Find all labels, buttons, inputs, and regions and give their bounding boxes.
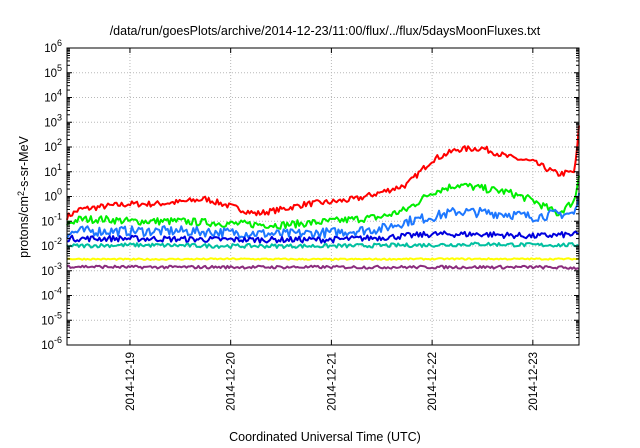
y-tick-label: 10-1 bbox=[41, 211, 62, 228]
y-tick-base: 10 bbox=[44, 142, 57, 154]
y-tick-base: 10 bbox=[44, 43, 57, 55]
y-tick-label: 10-5 bbox=[41, 310, 62, 327]
series-line-2 bbox=[66, 175, 580, 230]
y-axis-label: protons/cm2-s-sr-MeV bbox=[16, 135, 31, 257]
x-axis: 2014-12-19 2014-12-20 2014-12-21 2014-12-22… bbox=[125, 48, 540, 411]
y-axis-label-part-1: protons/cm bbox=[17, 196, 31, 258]
y-tick-exp: 4 bbox=[57, 88, 62, 98]
y-tick-exp: 0 bbox=[57, 187, 62, 197]
y-tick-base: 10 bbox=[44, 192, 57, 204]
series-line-7 bbox=[66, 264, 580, 271]
chart-title: /data/run/goesPlots/archive/2014-12-23/1… bbox=[110, 24, 541, 38]
y-tick-label: 101 bbox=[44, 162, 62, 179]
x-tick-label: 2014-12-19 bbox=[125, 352, 137, 411]
series-line-4 bbox=[66, 230, 579, 244]
y-axis-label-part-2: -s-sr-MeV bbox=[17, 135, 31, 191]
y-tick-label: 100 bbox=[44, 187, 62, 204]
y-tick-label: 10-3 bbox=[41, 261, 62, 278]
y-axis: 10-610-510-410-310-210-11001011021031041… bbox=[41, 38, 579, 352]
y-tick-base: 10 bbox=[41, 241, 54, 253]
y-tick-exp: 3 bbox=[57, 112, 62, 122]
series-group bbox=[66, 125, 580, 271]
x-tick-label: 2014-12-22 bbox=[427, 352, 439, 411]
y-tick-base: 10 bbox=[44, 117, 57, 129]
y-tick-base: 10 bbox=[41, 315, 54, 327]
y-tick-exp: -6 bbox=[54, 335, 62, 345]
y-tick-base: 10 bbox=[41, 340, 54, 352]
y-tick-label: 106 bbox=[44, 38, 62, 55]
y-tick-base: 10 bbox=[44, 93, 57, 105]
series-line-5 bbox=[66, 241, 580, 249]
y-tick-exp: 2 bbox=[57, 137, 62, 147]
y-tick-base: 10 bbox=[44, 68, 57, 80]
x-axis-label: Coordinated Universal Time (UTC) bbox=[229, 430, 421, 444]
y-tick-exp: -5 bbox=[54, 310, 62, 320]
grid bbox=[67, 48, 579, 345]
y-tick-exp: 1 bbox=[57, 162, 62, 172]
y-tick-label: 105 bbox=[44, 63, 62, 80]
y-tick-label: 10-2 bbox=[41, 236, 62, 253]
x-tick-label: 2014-12-23 bbox=[528, 352, 540, 411]
y-tick-exp: -3 bbox=[54, 261, 62, 271]
series-line-3 bbox=[66, 192, 580, 239]
y-tick-base: 10 bbox=[41, 266, 54, 278]
y-axis-label-sup: 2 bbox=[16, 191, 26, 196]
x-tick-label: 2014-12-21 bbox=[326, 352, 338, 411]
y-tick-exp: 6 bbox=[57, 38, 62, 48]
y-tick-exp: 5 bbox=[57, 63, 62, 73]
y-tick-base: 10 bbox=[44, 167, 57, 179]
series-line-1 bbox=[66, 125, 580, 221]
y-tick-label: 103 bbox=[44, 112, 62, 129]
y-tick-label: 102 bbox=[44, 137, 62, 154]
y-tick-exp: -1 bbox=[54, 211, 62, 221]
x-tick-label: 2014-12-20 bbox=[226, 352, 238, 411]
y-tick-label: 104 bbox=[44, 88, 62, 105]
y-tick-label: 10-4 bbox=[41, 286, 62, 303]
y-tick-exp: -4 bbox=[54, 286, 62, 296]
y-tick-exp: -2 bbox=[54, 236, 62, 246]
y-tick-base: 10 bbox=[41, 216, 54, 228]
y-tick-base: 10 bbox=[41, 291, 54, 303]
series-line-6 bbox=[66, 257, 580, 261]
y-tick-label: 10-6 bbox=[41, 335, 62, 352]
